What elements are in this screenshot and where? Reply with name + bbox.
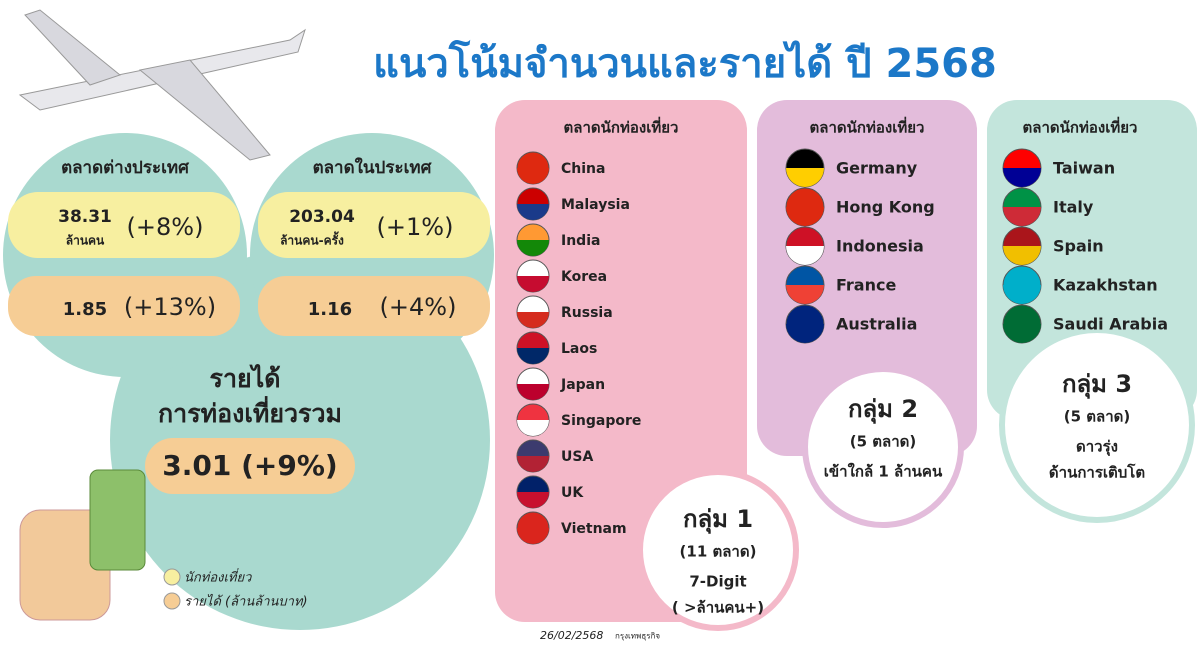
domestic-revenue: 1.16	[308, 299, 352, 320]
total-pill	[145, 438, 355, 494]
group-header: ตลาดนักท่องเที่ยว	[564, 117, 679, 137]
airplane	[18, 9, 306, 161]
flag	[1003, 168, 1041, 187]
market-name: Saudi Arabia	[1053, 315, 1168, 334]
date: 26/02/2568	[540, 629, 603, 642]
title: แนวโน้มจำนวนและรายได้ ปี 2568	[373, 40, 997, 87]
foreign-unit: ล้านคน	[66, 234, 105, 248]
domestic-growth: (+1%)	[377, 213, 454, 241]
market-name: Germany	[836, 159, 918, 178]
flag	[1003, 246, 1041, 265]
flag	[517, 276, 549, 292]
total-label: รายได้	[210, 363, 281, 393]
flag	[517, 384, 549, 400]
group-count: (11 ตลาด)	[680, 543, 757, 561]
group-header: ตลาดนักท่องเที่ยว	[1023, 117, 1138, 137]
flag	[517, 168, 549, 184]
market-name: Korea	[561, 269, 607, 285]
group-desc: 7-Digit	[689, 573, 746, 591]
market-name: France	[836, 276, 896, 295]
foreign-label: ตลาดต่างประเทศ	[61, 158, 190, 178]
flag	[786, 207, 824, 226]
flag	[1003, 324, 1041, 343]
domestic-revenue-band	[258, 276, 490, 336]
flag	[786, 168, 824, 187]
market-name: Japan	[560, 377, 605, 393]
foreign-revenue-band	[8, 276, 240, 336]
flag	[517, 492, 549, 508]
market-name: Kazakhstan	[1053, 276, 1158, 295]
group-desc: ด้านการเติบโต	[1049, 463, 1145, 482]
flag	[517, 312, 549, 328]
market-name: Taiwan	[1053, 159, 1115, 178]
market-name: Indonesia	[836, 237, 924, 256]
flag	[517, 240, 549, 256]
foreign-tourist-band	[8, 192, 240, 258]
flag	[786, 246, 824, 265]
group-desc: ดาวรุ่ง	[1076, 438, 1118, 457]
foreign-revenue-growth: (+13%)	[124, 293, 216, 321]
foreign-growth: (+8%)	[127, 213, 204, 241]
group-count: (5 ตลาด)	[1064, 408, 1130, 426]
market-name: India	[561, 233, 600, 249]
legend-item: รายได้ (ล้านล้านบาท)	[184, 594, 308, 610]
foreign-revenue: 1.85	[63, 299, 107, 320]
flag	[786, 285, 824, 304]
legend-swatch	[163, 592, 181, 610]
group-desc: ( >ล้านคน+)	[672, 599, 764, 617]
group-header: ตลาดนักท่องเที่ยว	[810, 117, 925, 137]
domestic-unit: ล้านคน-ครั้ง	[280, 231, 344, 248]
domestic-revenue-growth: (+4%)	[380, 293, 457, 321]
flag	[517, 420, 549, 436]
market-name: Singapore	[561, 413, 641, 429]
market-name: UK	[561, 485, 584, 501]
money-hand	[19, 469, 146, 621]
group-name: กลุ่ม 1	[683, 505, 753, 535]
flag	[517, 204, 549, 220]
domestic-tourist-band	[258, 192, 490, 258]
group-circle	[637, 469, 799, 631]
flag	[517, 528, 549, 544]
market-name: Italy	[1053, 198, 1094, 217]
group-circle	[802, 366, 964, 528]
market-name: Vietnam	[561, 521, 627, 537]
total-value: 3.01 (+9%)	[162, 449, 337, 482]
group-name: กลุ่ม 3	[1062, 370, 1132, 400]
group-name: กลุ่ม 2	[848, 395, 918, 425]
domestic-tourists: 203.04	[289, 207, 355, 227]
market-name: Hong Kong	[836, 198, 935, 217]
flag	[1003, 207, 1041, 226]
market-name: USA	[561, 449, 593, 465]
foreign-tourists: 38.31	[58, 207, 112, 227]
market-name: Australia	[836, 315, 917, 334]
domestic-label: ตลาดในประเทศ	[313, 157, 433, 178]
flag	[786, 324, 824, 343]
market-name: Malaysia	[561, 197, 630, 213]
market-name: China	[561, 161, 605, 177]
market-name: Spain	[1053, 237, 1104, 256]
group-desc: เข้าใกล้ 1 ล้านคน	[824, 463, 943, 481]
group-count: (5 ตลาด)	[850, 433, 916, 451]
flag	[517, 348, 549, 364]
total-label: การท่องเที่ยวรวม	[158, 396, 342, 428]
market-name: Russia	[561, 305, 613, 321]
market-name: Laos	[561, 341, 597, 357]
legend-swatch	[163, 568, 181, 586]
flag	[1003, 285, 1041, 304]
flag	[517, 456, 549, 472]
group-circle	[999, 327, 1195, 523]
source: กรุงเทพธุรกิจ	[615, 632, 660, 641]
legend-item: นักท่องเที่ยว	[184, 568, 252, 586]
